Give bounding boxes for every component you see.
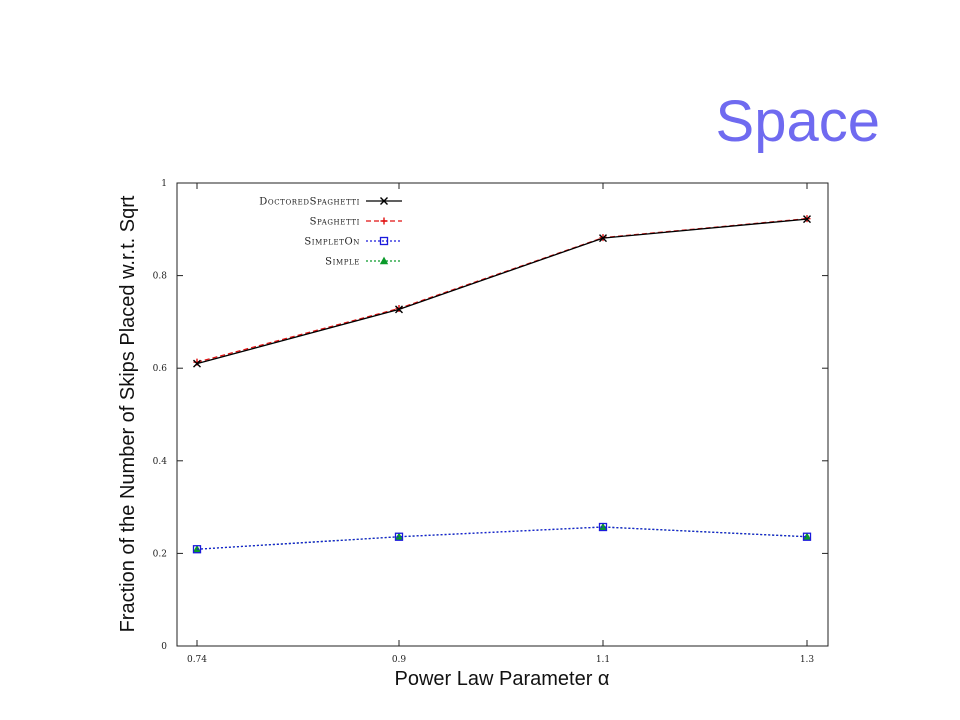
- legend-item-doctoredspaghetti: DoctoredSpaghetti: [259, 197, 402, 208]
- y-tick-label: 0.2: [153, 549, 167, 559]
- axes: 0 0.2 0.4 0.6 0.8 1 0.74 0.9 1.1 1.3: [153, 179, 829, 665]
- x-tick-label: 0.74: [187, 655, 207, 665]
- data-point: [803, 215, 811, 224]
- legend-item-spaghetti: Spaghetti: [310, 217, 402, 228]
- x-tick-label: 1.3: [800, 655, 815, 665]
- data-point: [192, 545, 202, 554]
- legend-label: Spaghetti: [310, 217, 360, 228]
- data-point: [193, 358, 201, 366]
- data-point: [193, 359, 201, 368]
- legend-item-simpleton: SimpletOn: [304, 237, 402, 248]
- series-doctoredspaghetti: [193, 215, 811, 368]
- legend-item-simple: Simple: [325, 257, 402, 268]
- series-simpleton: [192, 522, 812, 554]
- y-tick-label: 0: [161, 642, 167, 652]
- legend-label: SimpletOn: [304, 237, 360, 248]
- series-line: [196, 526, 808, 550]
- legend-label: DoctoredSpaghetti: [259, 197, 360, 208]
- series-lines: [192, 215, 812, 554]
- data-point: [599, 234, 607, 243]
- data-point: [394, 532, 404, 541]
- series-simple: [192, 522, 812, 553]
- series-line: [196, 526, 808, 550]
- legend-label: Simple: [325, 257, 360, 268]
- y-tick-label: 0.4: [153, 457, 168, 467]
- series-line: [196, 218, 808, 363]
- data-point: [380, 217, 388, 225]
- data-point: [598, 522, 608, 532]
- legend: DoctoredSpaghetti Spaghetti SimpletOn Simpl…: [259, 197, 402, 268]
- x-tick-label: 1.1: [596, 655, 610, 665]
- slide-title: Space: [715, 89, 880, 154]
- data-point: [802, 532, 812, 541]
- y-tick-label: 0.8: [153, 272, 168, 282]
- data-point: [379, 256, 389, 265]
- series-line: [196, 218, 808, 365]
- series-spaghetti: [193, 215, 811, 366]
- data-point: [395, 305, 403, 314]
- x-tick-label: 0.9: [392, 655, 407, 665]
- y-tick-label: 1: [161, 179, 167, 189]
- y-axis-title: Fraction of the Number of Skips Placed w…: [117, 195, 139, 632]
- x-axis-title: Power Law Parameter α: [395, 668, 610, 690]
- plot-frame: [176, 182, 829, 647]
- y-tick-label: 0.6: [153, 364, 168, 374]
- data-point: [379, 236, 389, 246]
- data-point: [380, 197, 388, 205]
